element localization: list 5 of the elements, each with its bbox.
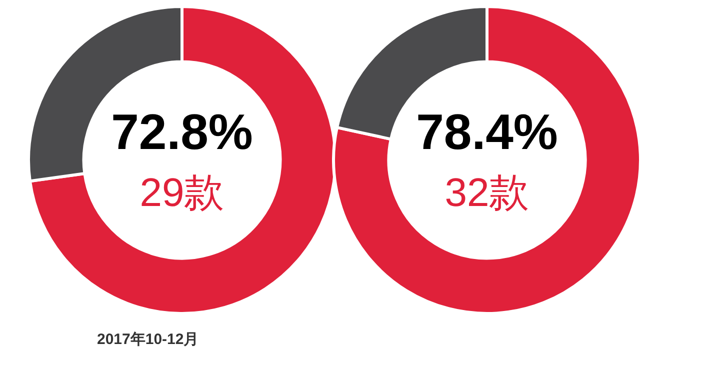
data-label: 78.4% (416, 104, 558, 160)
text: 29款 (140, 171, 224, 216)
text: 2017年10-12月 (97, 330, 199, 349)
data-label: 72.8% (111, 104, 253, 160)
text: 32款 (444, 171, 530, 216)
